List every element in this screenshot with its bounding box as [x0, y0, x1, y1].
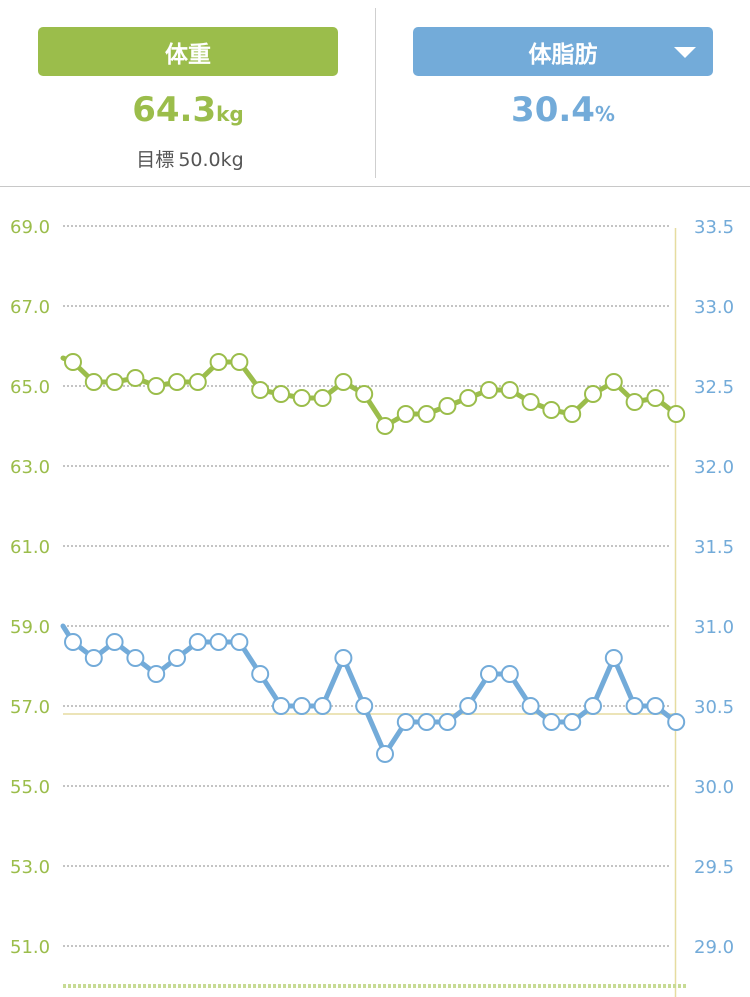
body-fat-line	[60, 623, 679, 757]
left-tick-label: 57.0	[10, 697, 50, 718]
body-fat-point	[521, 697, 540, 715]
weight-point	[84, 373, 103, 391]
weight-point	[355, 385, 374, 403]
body-fat-point	[230, 633, 249, 651]
weight-point	[438, 397, 457, 415]
right-tick-label: 33.0	[694, 297, 734, 318]
weight-point	[64, 353, 82, 371]
weight-point	[126, 369, 145, 387]
body-fat-point	[542, 713, 561, 731]
goal-label: 目標	[136, 149, 175, 171]
body-fat-point	[646, 697, 665, 715]
weight-point	[396, 405, 415, 423]
left-tick-label: 67.0	[10, 297, 50, 318]
current-weight: 64.3kg	[38, 90, 338, 130]
body-fat-point	[417, 713, 436, 731]
weight-point	[105, 373, 124, 391]
body-fat-point	[64, 633, 82, 651]
left-tick-label: 65.0	[10, 377, 50, 398]
body-fat-point	[126, 649, 145, 667]
weight-point	[334, 373, 353, 391]
weight-point	[646, 389, 665, 407]
body-fat-point	[147, 665, 166, 683]
right-tick-label: 33.5	[694, 217, 734, 238]
weight-point	[272, 385, 290, 403]
goal-weight: 目標 50.0kg	[38, 145, 338, 172]
weight-point	[209, 353, 228, 371]
body-fat-point	[313, 697, 332, 715]
body-fat-point	[84, 649, 103, 667]
weight-point	[292, 389, 311, 407]
weight-point	[376, 417, 394, 435]
body-fat-point	[604, 649, 623, 667]
fat-value: 30.4	[511, 90, 595, 130]
right-tick-label: 29.0	[694, 937, 734, 958]
header: 体重 体脂肪 64.3kg 30.4% 目標 50.0kg	[0, 0, 750, 187]
body-fat-point	[396, 713, 415, 731]
weight-point	[500, 381, 519, 399]
body-fat-point	[459, 697, 478, 715]
left-tick-label: 63.0	[10, 457, 50, 478]
body-fat-point	[376, 745, 394, 763]
body-fat-point	[292, 697, 311, 715]
body-fat-point	[438, 713, 457, 731]
body-fat-point	[500, 665, 519, 683]
weight-point	[480, 381, 498, 399]
body-fat-tab-label: 体脂肪	[528, 41, 598, 68]
trend-chart[interactable]: 69.0 67.0 65.0 63.0 61.0 59.0 57.0 55.0 53.0 51.0…	[0, 188, 750, 997]
right-tick-label: 31.0	[694, 617, 734, 638]
left-tick-label: 51.0	[10, 937, 50, 958]
goal-value: 50.0kg	[178, 149, 244, 171]
caret-down-icon	[674, 47, 696, 58]
body-fat-point	[584, 697, 602, 715]
right-tick-label: 32.5	[694, 377, 734, 398]
body-fat-dropdown-button[interactable]: 体脂肪	[413, 27, 713, 76]
weight-point	[584, 385, 602, 403]
header-divider	[375, 8, 376, 178]
current-body-fat: 30.4%	[413, 90, 713, 130]
fat-unit: %	[594, 102, 615, 126]
left-tick-label: 53.0	[10, 857, 50, 878]
body-fat-point	[272, 697, 290, 715]
weight-point	[521, 393, 540, 411]
weight-point	[625, 393, 644, 411]
weight-point	[542, 401, 561, 419]
weight-point	[230, 353, 249, 371]
weight-value: 64.3	[132, 90, 217, 130]
weight-point	[667, 405, 686, 423]
right-tick-label: 31.5	[694, 537, 734, 558]
right-tick-label: 30.0	[694, 777, 734, 798]
body-fat-point	[251, 665, 270, 683]
weight-point	[168, 373, 186, 391]
body-fat-point	[105, 633, 124, 651]
left-tick-label: 59.0	[10, 617, 50, 638]
left-tick-label: 61.0	[10, 537, 50, 558]
right-tick-label: 29.5	[694, 857, 734, 878]
weight-unit: kg	[216, 102, 244, 126]
body-fat-point	[480, 665, 498, 683]
weight-tab-label: 体重	[165, 41, 211, 68]
left-tick-label: 55.0	[10, 777, 50, 798]
body-fat-point	[188, 633, 207, 651]
weight-point	[188, 373, 207, 391]
body-fat-point	[209, 633, 228, 651]
weight-point	[251, 381, 270, 399]
right-tick-label: 32.0	[694, 457, 734, 478]
body-fat-point	[168, 649, 186, 667]
body-fat-point	[667, 713, 686, 731]
left-tick-label: 69.0	[10, 217, 50, 238]
weight-point	[313, 389, 332, 407]
body-fat-point	[625, 697, 644, 715]
weight-point	[147, 377, 166, 395]
body-fat-point	[563, 713, 582, 731]
weight-tab-button[interactable]: 体重	[38, 27, 338, 76]
body-fat-point	[355, 697, 374, 715]
weight-point	[604, 373, 623, 391]
weight-point	[417, 405, 436, 423]
right-tick-label: 30.5	[694, 697, 734, 718]
weight-point	[459, 389, 478, 407]
body-fat-point	[334, 649, 353, 667]
weight-point	[563, 405, 582, 423]
